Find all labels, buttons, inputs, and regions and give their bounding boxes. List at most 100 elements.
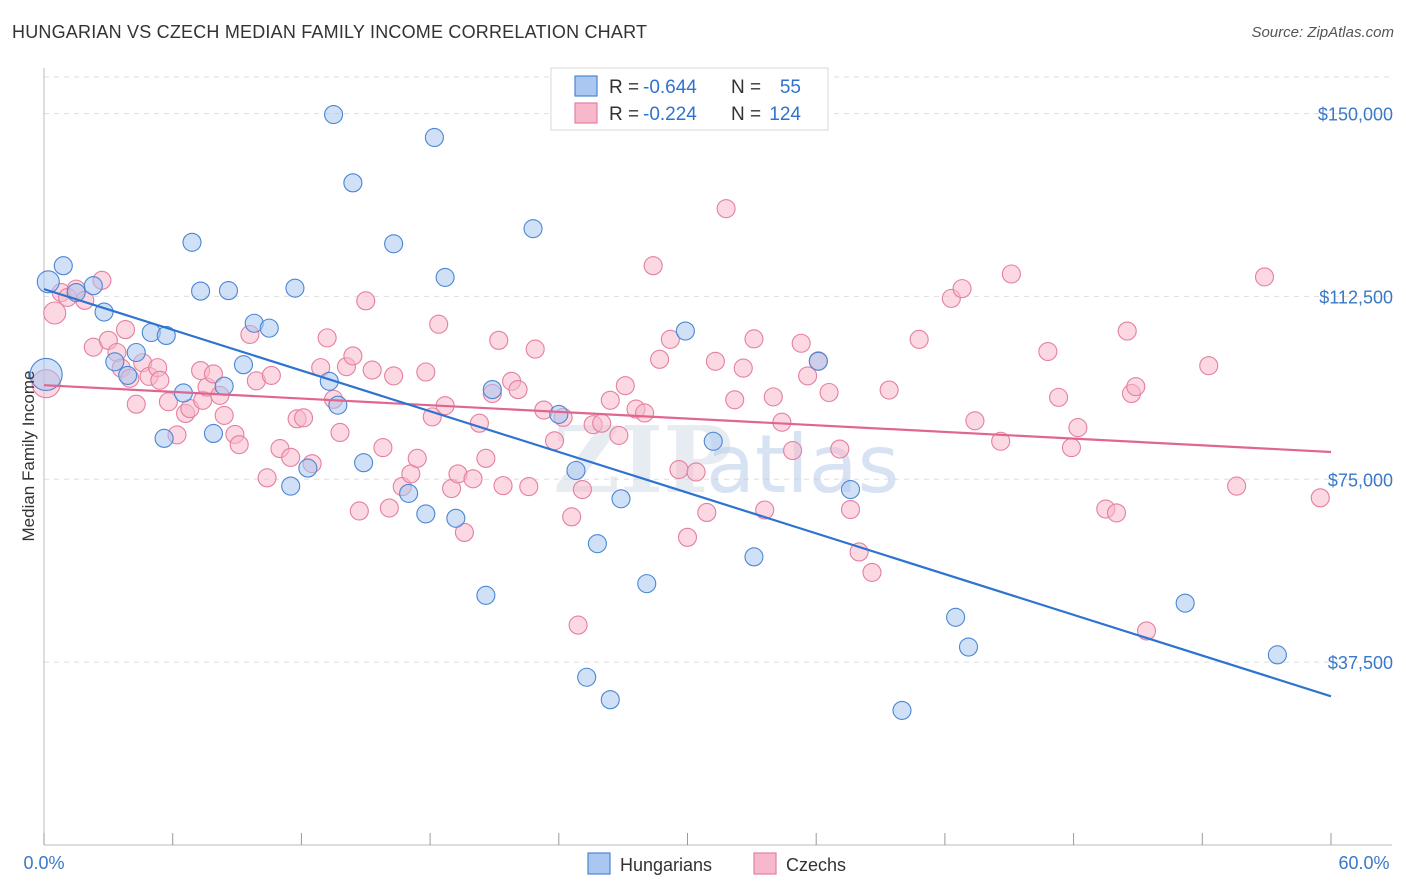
legend-r-value-hungarians: -0.644 <box>643 77 697 98</box>
czech-point <box>1126 377 1146 397</box>
czech-point <box>281 447 301 467</box>
hungarian-point <box>523 219 543 239</box>
bottom-legend-swatch-hungarians <box>587 852 611 875</box>
hungarian-point <box>840 479 861 500</box>
hungarian-point <box>182 232 202 252</box>
hungarian-point <box>343 173 363 193</box>
czech-point <box>909 329 929 349</box>
hungarian-point <box>1175 593 1195 613</box>
czech-point <box>669 459 689 480</box>
czech-point <box>1049 387 1069 407</box>
hungarian-point <box>946 607 966 627</box>
czech-point <box>416 362 436 382</box>
hungarian-point <box>154 428 174 448</box>
czech-point <box>755 500 775 520</box>
czech-point <box>677 527 698 547</box>
hungarian-point <box>214 376 234 396</box>
czech-point <box>317 328 337 348</box>
czech-point <box>379 498 399 518</box>
czech-point <box>733 358 753 378</box>
hungarian-point <box>600 690 620 710</box>
y-axis-title: Median Family Income <box>19 370 38 541</box>
hungarian-point <box>435 267 455 287</box>
bottom-legend-label-hungarians: Hungarians <box>620 855 712 875</box>
czech-point <box>349 501 369 521</box>
hungarian-point <box>611 489 631 509</box>
czech-point <box>686 462 706 482</box>
hungarians-points <box>29 104 1287 720</box>
hungarian-point <box>191 281 211 301</box>
czech-point <box>519 477 539 497</box>
czech-point <box>840 499 861 520</box>
czech-point <box>229 435 249 455</box>
bottom-legend-swatch-czechs <box>753 852 777 875</box>
hungarian-point <box>354 453 374 473</box>
hungarian-point <box>399 483 419 503</box>
hungarian-point <box>259 318 279 338</box>
czech-point <box>592 413 612 433</box>
czech-point <box>362 360 382 380</box>
czech-point <box>609 425 629 445</box>
hungarian-point <box>118 365 138 385</box>
czech-point <box>862 562 882 582</box>
czech-point <box>952 279 972 299</box>
czech-point <box>725 390 745 410</box>
czech-point <box>798 366 818 386</box>
hungarian-point <box>566 460 586 481</box>
czech-point <box>697 502 717 522</box>
chart-title: HUNGARIAN VS CZECH MEDIAN FAMILY INCOME … <box>12 22 648 42</box>
trend-lines <box>43 288 1332 698</box>
czech-point <box>214 405 234 425</box>
x-tick-label: 60.0% <box>1338 853 1389 873</box>
czech-point <box>1068 418 1088 438</box>
hungarian-point <box>328 395 348 415</box>
hungarian-point <box>958 637 979 657</box>
hungarian-point <box>1267 645 1287 665</box>
czech-point <box>115 320 136 340</box>
hungarian-point <box>83 276 103 296</box>
x-tick-label: 0.0% <box>23 853 64 873</box>
czech-point <box>635 403 655 423</box>
czech-point <box>150 370 170 390</box>
hungarian-point <box>281 476 301 496</box>
legend-n-label-hungarians: N = <box>731 77 761 98</box>
correlation-legend: R = -0.644 N = 55 R = -0.224 N = 124 <box>550 67 829 131</box>
chart-source: Source: ZipAtlas.com <box>1251 24 1394 41</box>
hungarian-point <box>703 431 723 451</box>
czech-point <box>203 364 224 384</box>
czech-point <box>879 380 899 400</box>
hungarian-point <box>324 104 344 125</box>
czech-point <box>705 351 725 371</box>
czech-point <box>600 390 620 410</box>
legend-n-value-hungarians: 55 <box>780 77 801 98</box>
y-tick-label: $150,000 <box>1318 105 1393 125</box>
legend-n-label-czechs: N = <box>731 104 761 125</box>
czech-point <box>43 301 67 325</box>
hungarian-point <box>233 355 254 375</box>
hungarian-point <box>482 380 502 400</box>
czech-point <box>158 392 178 412</box>
hungarian-point <box>675 321 695 341</box>
czech-point <box>830 439 850 459</box>
czech-point <box>1061 438 1082 458</box>
czech-point <box>1254 267 1275 287</box>
hungarian-point <box>203 423 224 443</box>
czechs-trend-line <box>43 384 1332 454</box>
legend-r-label-czechs: R = <box>609 104 639 125</box>
czech-point <box>476 448 496 468</box>
czech-point <box>544 431 565 451</box>
czech-point <box>463 469 483 489</box>
hungarian-point <box>446 508 466 528</box>
czech-point <box>991 431 1011 451</box>
czech-point <box>1106 503 1127 523</box>
czech-point <box>429 314 449 334</box>
czech-point <box>1117 321 1137 341</box>
czech-point <box>1001 264 1021 284</box>
czech-point <box>572 479 592 500</box>
czech-point <box>454 522 474 542</box>
bottom-legend-label-czechs: Czechs <box>786 855 846 875</box>
hungarian-point <box>416 504 436 524</box>
czech-point <box>791 333 811 353</box>
czech-point <box>763 387 783 407</box>
czech-point <box>1038 341 1058 362</box>
